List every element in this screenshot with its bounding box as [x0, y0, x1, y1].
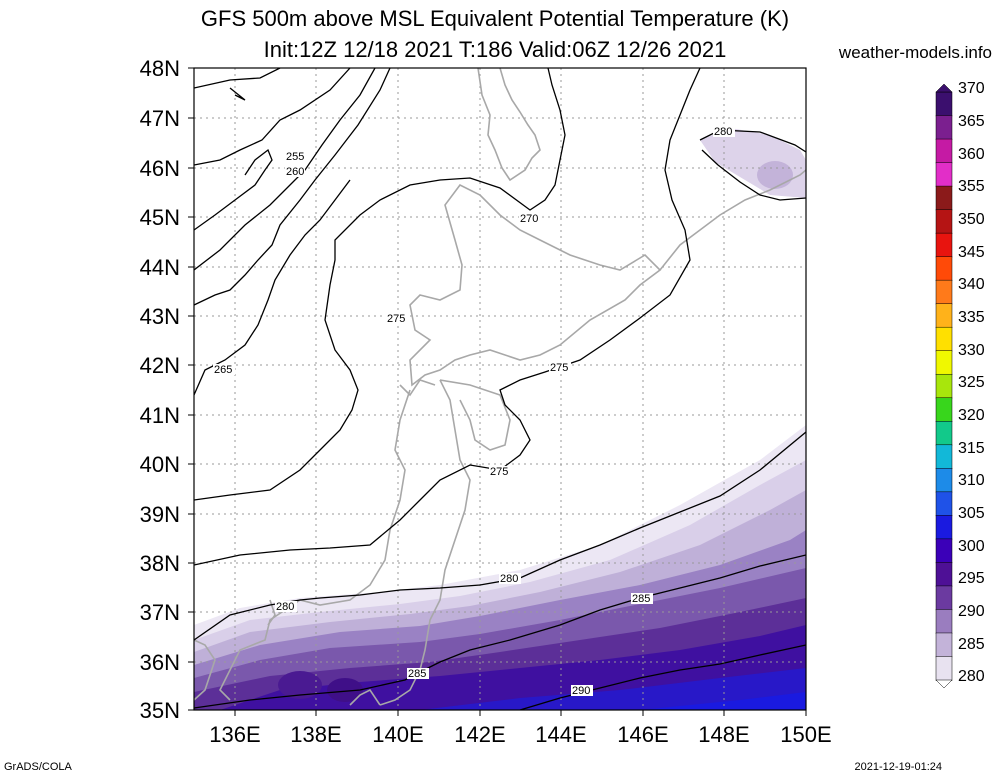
colorbar-label: 350	[958, 211, 985, 228]
map-subtitle: Init:12Z 12/18 2021 T:186 Valid:06Z 12/2…	[263, 37, 727, 62]
contour-label: 260	[286, 166, 304, 178]
colorbar-segment	[935, 444, 953, 470]
colorbar-segment	[935, 632, 953, 658]
colorbar-segment	[935, 515, 953, 540]
colorbar-segment	[935, 585, 953, 611]
colorbar-segment	[935, 232, 953, 258]
colorbar-label: 330	[958, 342, 985, 359]
colorbar-segment	[935, 162, 953, 187]
contour-label: 275	[387, 313, 405, 325]
colorbar-segment	[935, 562, 953, 587]
lat-label: 38N	[139, 551, 180, 576]
colorbar-segment	[935, 303, 953, 328]
colorbar-segment	[935, 326, 953, 352]
colorbar-label: 365	[958, 113, 985, 130]
contour-label: 280	[500, 573, 518, 585]
footer-left: GrADS/COLA	[4, 761, 72, 773]
map-title: GFS 500m above MSL Equivalent Potential …	[200, 6, 790, 31]
colorbar-max-arrow	[935, 83, 953, 93]
colorbar-segment	[935, 138, 953, 164]
colorbar-label: 300	[958, 538, 985, 555]
colorbar-label: 280	[958, 668, 985, 685]
lon-label: 144E	[535, 722, 587, 747]
lon-label: 138E	[290, 722, 342, 747]
site-label: weather-models.info	[838, 43, 992, 62]
colorbar-label: 370	[958, 80, 985, 97]
colorbar-segment	[935, 421, 953, 446]
lat-label: 35N	[139, 698, 180, 723]
colorbar-segment	[935, 656, 953, 681]
lon-label: 136E	[209, 722, 261, 747]
lat-label: 42N	[139, 353, 180, 378]
graticule	[194, 68, 806, 710]
lat-label: 43N	[139, 304, 180, 329]
colorbar-segment	[935, 91, 953, 117]
contour-label: 285	[632, 593, 650, 605]
lon-label: 146E	[617, 722, 669, 747]
lat-label: 39N	[139, 502, 180, 527]
lon-label: 150E	[780, 722, 832, 747]
plot-frame	[193, 67, 807, 711]
colorbar-label: 355	[958, 178, 985, 195]
contour-label: 285	[408, 668, 426, 680]
footer-timestamp: 2021-12-19-01:24	[854, 761, 942, 773]
colorbar-label: 285	[958, 636, 985, 653]
colorbar-segment	[935, 468, 953, 493]
colorbar-segment	[935, 373, 953, 399]
coastlines	[194, 68, 806, 706]
contour-label: 265	[214, 364, 232, 376]
colorbar-label: 320	[958, 407, 985, 424]
colorbar-segment	[935, 609, 953, 634]
lat-label: 47N	[139, 106, 180, 131]
contour-label: 275	[550, 362, 568, 374]
lat-label: 37N	[139, 600, 180, 625]
colorbar-segment	[935, 350, 953, 375]
contour-label: 275	[490, 466, 508, 478]
colorbar-segment	[935, 115, 953, 140]
colorbar	[935, 83, 953, 689]
lat-label: 36N	[139, 650, 180, 675]
colorbar-segment	[935, 397, 953, 423]
colorbar-min-arrow	[935, 679, 953, 689]
colorbar-segment	[935, 256, 953, 281]
lon-label: 142E	[454, 722, 506, 747]
colorbar-segment	[935, 209, 953, 234]
contour-label: 270	[520, 213, 538, 225]
lon-label: 140E	[372, 722, 424, 747]
colorbar-label: 305	[958, 505, 985, 522]
lat-label: 40N	[139, 452, 180, 477]
axis-ticks	[188, 67, 807, 716]
contour-label: 255	[286, 151, 304, 163]
lat-label: 48N	[139, 56, 180, 81]
lat-label: 44N	[139, 255, 180, 280]
lat-label: 46N	[139, 156, 180, 181]
colorbar-label: 345	[958, 244, 985, 261]
colorbar-segment	[935, 491, 953, 517]
colorbar-label: 360	[958, 146, 985, 163]
colorbar-label: 335	[958, 309, 985, 326]
colorbar-label: 295	[958, 570, 985, 587]
contour-label: 280	[276, 601, 294, 613]
colorbar-segment	[935, 279, 953, 305]
lat-label: 41N	[139, 403, 180, 428]
contour-label: 280	[714, 126, 732, 138]
contour-label: 290	[572, 685, 590, 697]
colorbar-label: 315	[958, 440, 985, 457]
colorbar-label: 290	[958, 603, 985, 620]
colorbar-segment	[935, 185, 953, 211]
colorbar-segment	[935, 538, 953, 564]
colorbar-label: 325	[958, 374, 985, 391]
colorbar-label: 340	[958, 276, 985, 293]
contour-labels: 255 260 265 270 275 275 275 280 280 280 …	[213, 126, 735, 697]
lon-label: 148E	[698, 722, 750, 747]
colorbar-label: 310	[958, 472, 985, 489]
lat-label: 45N	[139, 205, 180, 230]
